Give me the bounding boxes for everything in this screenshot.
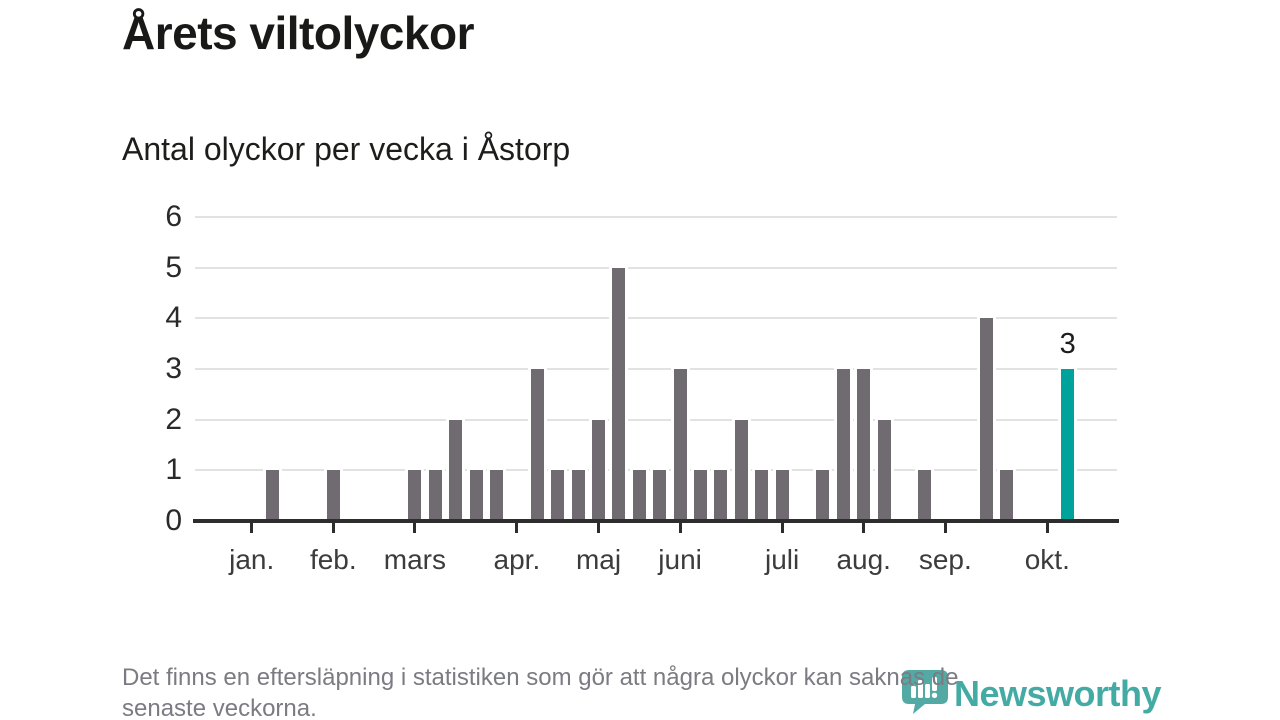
y-axis-label-2: 2	[165, 402, 182, 436]
bar-week-31	[854, 366, 874, 524]
x-axis-tick-juni	[678, 523, 682, 533]
bar-week-19	[609, 264, 629, 524]
bar-week-29	[813, 467, 833, 524]
gridline-3	[195, 368, 1117, 370]
x-axis-label-okt: okt.	[1024, 544, 1070, 575]
bar-week-25	[731, 416, 751, 524]
bar-week-11	[446, 416, 466, 524]
bar-week-20	[629, 467, 649, 524]
x-axis-label-apr: apr.	[493, 544, 541, 575]
bar-week-34	[915, 467, 935, 524]
bar-chart-plot: 3	[193, 216, 1119, 533]
footnote-line-1: Det finns en eftersläpning i statistiken…	[122, 664, 959, 691]
x-axis-label-feb: feb.	[309, 544, 357, 575]
bar-week-15	[527, 366, 547, 524]
x-axis-label-mars: mars	[383, 544, 447, 575]
x-axis-tick-juli	[780, 523, 784, 533]
x-axis-label-sep: sep.	[918, 544, 972, 575]
bar-week-22	[670, 366, 690, 524]
bar-week-2	[262, 467, 282, 524]
y-axis-label-5: 5	[165, 250, 182, 284]
bar-week-9	[405, 467, 425, 524]
chart-subtitle: Antal olyckor per vecka i Åstorp	[122, 131, 571, 167]
x-axis-tick-sep	[943, 523, 947, 533]
x-axis-tick-jan	[250, 523, 254, 533]
bar-week-23	[691, 467, 710, 524]
bar-week-21	[650, 467, 670, 524]
gridline-2	[195, 418, 1117, 421]
bar-week-5	[323, 467, 343, 524]
x-axis-tick-aug	[862, 523, 866, 533]
x-axis-label-maj: maj	[575, 544, 622, 575]
bar-week-12	[466, 467, 486, 524]
bar-week-26	[752, 467, 772, 524]
x-axis-label-aug: aug.	[836, 544, 891, 575]
chart-footnote: Det finns en eftersläpning i statistiken…	[122, 662, 958, 720]
bar-week-13	[487, 467, 506, 524]
x-axis-label-juli: juli	[764, 544, 800, 575]
bar-week-27	[772, 467, 792, 524]
bar-week-41	[1058, 366, 1078, 524]
bar-week-37	[976, 315, 996, 524]
highlight-value-label: 3	[1059, 328, 1076, 360]
x-axis-line	[193, 519, 1119, 523]
y-axis-label-4: 4	[165, 301, 182, 335]
x-axis-tick-feb	[331, 523, 335, 533]
x-axis-label-juni: juni	[658, 544, 702, 575]
bar-week-38	[997, 467, 1016, 524]
footnote-line-2: senaste veckorna.	[122, 695, 317, 720]
newsworthy-logo: Newsworthy	[902, 670, 1162, 714]
gridline-5	[195, 266, 1117, 269]
x-axis-labels: jan. feb. mars apr. maj juni juli aug. sep. okt.	[195, 544, 1117, 578]
y-axis-label-1: 1	[165, 453, 182, 487]
bar-week-10	[425, 467, 445, 524]
y-axis-labels: 0 1 2 3 4 5 6	[120, 200, 182, 537]
bar-week-32	[874, 416, 894, 524]
y-axis-label-3: 3	[165, 352, 182, 385]
newsworthy-logo-icon	[902, 670, 948, 714]
x-axis-label-jan: jan.	[229, 544, 275, 575]
x-axis-tick-okt	[1045, 523, 1049, 533]
x-axis-tick-mars	[413, 523, 417, 533]
y-axis-label-0: 0	[165, 504, 182, 537]
bar-week-30	[833, 366, 853, 524]
bar-week-24	[711, 467, 731, 524]
y-axis-label-6: 6	[165, 200, 182, 233]
gridline-6	[195, 216, 1117, 218]
x-axis-tick-apr	[515, 523, 519, 533]
bar-week-17	[568, 467, 588, 524]
x-axis-tick-maj	[597, 523, 600, 533]
page-title: Årets viltolyckor	[122, 7, 474, 59]
gridline-4	[195, 317, 1117, 320]
newsworthy-logo-text: Newsworthy	[954, 673, 1162, 714]
bar-week-18	[589, 416, 608, 524]
bar-week-16	[548, 467, 568, 524]
